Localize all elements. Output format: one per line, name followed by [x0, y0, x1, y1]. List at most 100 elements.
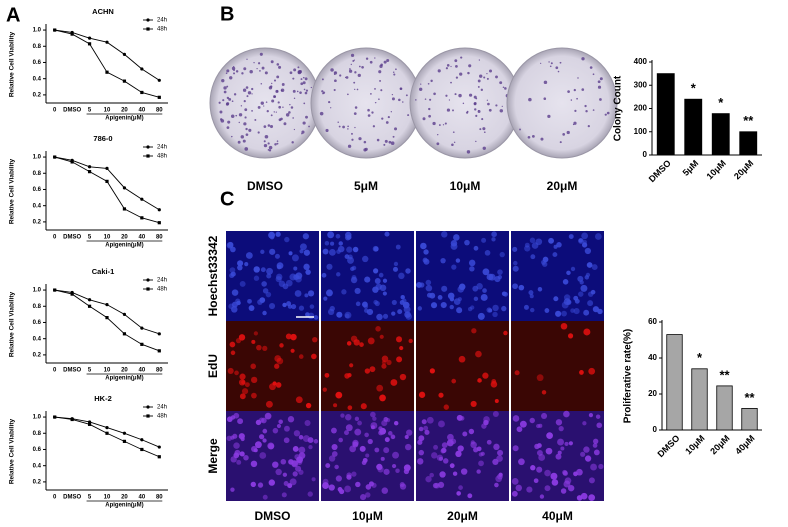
nucleus — [533, 478, 539, 484]
colony — [392, 71, 395, 74]
nucleus — [326, 263, 333, 270]
nucleus — [298, 305, 305, 311]
x-tick-label: 80 — [156, 108, 163, 114]
colony — [495, 104, 498, 107]
nucleus — [295, 396, 303, 404]
nucleus — [588, 367, 596, 375]
nucleus — [494, 482, 499, 488]
colony — [398, 98, 401, 102]
nucleus — [351, 471, 357, 477]
nucleus — [518, 458, 525, 466]
nucleus — [568, 441, 573, 446]
nucleus — [550, 472, 558, 480]
nucleus — [382, 291, 387, 296]
nucleus — [391, 311, 396, 316]
colony-plate — [310, 47, 422, 159]
nucleus — [446, 439, 454, 447]
nucleus — [308, 444, 313, 450]
colony — [233, 69, 235, 72]
nucleus — [262, 310, 267, 316]
colony — [276, 90, 279, 93]
colony — [384, 139, 388, 143]
nucleus — [333, 403, 338, 408]
nucleus — [245, 252, 253, 259]
nucleus — [449, 304, 454, 310]
series-line — [54, 289, 160, 352]
nucleus — [561, 301, 569, 309]
nucleus — [331, 427, 337, 434]
point — [122, 312, 127, 316]
colony — [446, 64, 450, 67]
colony — [453, 141, 456, 144]
nucleus — [538, 423, 543, 428]
nucleus — [570, 308, 575, 313]
colony — [428, 107, 431, 111]
point — [122, 79, 127, 83]
colony — [499, 81, 503, 85]
nucleus — [321, 272, 327, 278]
colony — [282, 106, 284, 108]
bar — [716, 385, 733, 431]
nucleus — [280, 458, 287, 465]
point — [146, 414, 150, 418]
legend-label: 24h — [157, 145, 167, 151]
colony — [581, 57, 585, 61]
colony — [589, 66, 593, 69]
nucleus — [290, 333, 297, 341]
nucleus — [362, 301, 368, 308]
colony — [592, 109, 595, 111]
colony — [267, 142, 270, 145]
nucleus — [350, 276, 358, 284]
colony — [280, 117, 283, 121]
nucleus — [470, 400, 477, 407]
colony — [386, 58, 390, 62]
nucleus — [304, 293, 309, 298]
nucleus — [262, 345, 268, 352]
colony — [257, 105, 261, 109]
nucleus — [282, 283, 289, 290]
colony — [248, 128, 252, 132]
nucleus — [583, 446, 590, 453]
colony — [276, 75, 280, 79]
colony — [230, 114, 235, 118]
nucleus — [260, 267, 266, 273]
colony — [266, 110, 269, 113]
colony — [458, 93, 462, 98]
nucleus — [350, 335, 358, 343]
colony — [428, 114, 431, 118]
nucleus — [560, 446, 565, 451]
nucleus — [495, 475, 503, 483]
nucleus — [311, 477, 316, 482]
nucleus — [329, 455, 336, 462]
colony — [242, 88, 247, 92]
colony — [242, 139, 246, 143]
nucleus — [512, 415, 520, 422]
nucleus — [494, 399, 499, 404]
x-axis-label: Apigenin(μM) — [105, 503, 143, 509]
nucleus — [284, 425, 290, 432]
colony — [478, 110, 480, 112]
colony — [415, 99, 417, 101]
nucleus — [541, 390, 547, 395]
nucleus — [530, 307, 535, 313]
colony — [302, 76, 305, 79]
nucleus — [438, 456, 444, 461]
colony — [263, 125, 267, 128]
nucleus — [515, 484, 523, 492]
nucleus — [497, 269, 503, 275]
nucleus — [578, 238, 583, 243]
colony — [379, 79, 382, 82]
nucleus — [367, 337, 375, 345]
x-tick-label: 0 — [53, 495, 57, 501]
nucleus — [588, 494, 596, 501]
nucleus — [452, 471, 458, 476]
nucleus — [346, 341, 352, 346]
nucleus — [292, 445, 299, 452]
nucleus — [230, 435, 235, 440]
significance: ** — [743, 113, 754, 128]
point — [146, 145, 150, 149]
nucleus — [305, 269, 311, 275]
nucleus — [305, 312, 310, 317]
nucleus — [382, 313, 389, 319]
